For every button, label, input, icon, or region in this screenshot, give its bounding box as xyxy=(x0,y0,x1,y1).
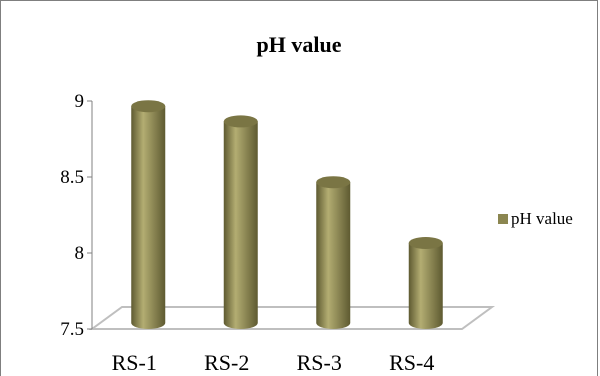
y-tick-label: 8.5 xyxy=(60,167,84,188)
legend: pH value xyxy=(498,209,573,228)
bar-top xyxy=(408,237,443,249)
bar-rs-3 xyxy=(316,176,351,329)
y-tick-label: 7.5 xyxy=(60,319,84,340)
bar-body xyxy=(223,121,258,330)
bar-top xyxy=(131,100,166,113)
x-tick-label: RS-3 xyxy=(297,350,342,375)
bar-top xyxy=(316,176,351,189)
x-tick-label: RS-2 xyxy=(204,350,249,375)
bar-top xyxy=(223,115,258,128)
chart-title: pH value xyxy=(257,32,342,57)
legend-label: pH value xyxy=(511,209,573,228)
bar-rs-4 xyxy=(408,237,443,329)
y-tick-label: 9 xyxy=(75,91,85,112)
bar-body xyxy=(131,106,166,329)
bar-body xyxy=(316,182,351,329)
bar-rs-2 xyxy=(223,115,258,330)
x-tick-label: RS-1 xyxy=(112,350,157,375)
chart-floor xyxy=(88,306,496,330)
y-axis: 7.5 8 8.5 9 xyxy=(60,91,93,340)
bar-body xyxy=(408,243,443,329)
floor-plane xyxy=(88,306,496,330)
y-tick-label: 8 xyxy=(75,243,85,264)
legend-swatch xyxy=(498,214,508,224)
x-axis-labels: RS-1 RS-2 RS-3 RS-4 xyxy=(112,350,435,375)
bar-series xyxy=(131,100,443,330)
x-tick-label: RS-4 xyxy=(389,350,434,375)
bar-rs-1 xyxy=(131,100,166,329)
